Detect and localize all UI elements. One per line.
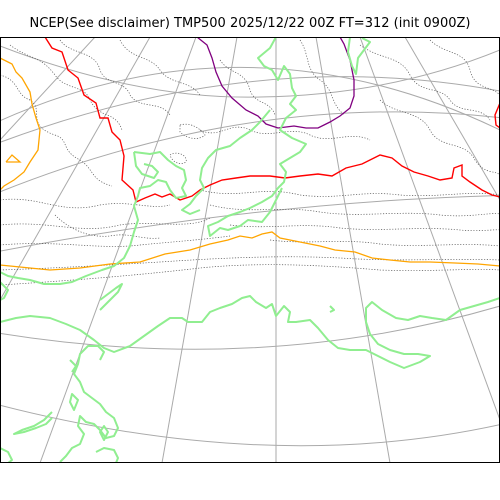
coastline [95, 447, 119, 463]
coastline [99, 425, 109, 441]
isotherm-contours [0, 39, 500, 286]
meridian-line [359, 37, 500, 421]
contour-line [0, 217, 211, 229]
coastline [0, 151, 187, 285]
coastline [69, 359, 77, 373]
contour-line [229, 224, 500, 232]
coastline [99, 283, 123, 311]
orange-contour [0, 231, 500, 271]
latitude-line [0, 404, 500, 447]
coastline [0, 281, 9, 301]
contour-line [0, 198, 171, 209]
latitude-line [0, 76, 500, 143]
coastline [133, 151, 159, 179]
contour-line [119, 39, 201, 96]
coastline [69, 393, 79, 411]
coastline [13, 411, 53, 435]
contour-line [0, 256, 500, 271]
contour-line [379, 99, 500, 176]
purple-contour [196, 37, 355, 129]
graticule-latitudes [0, 45, 500, 447]
map-panel [0, 37, 500, 463]
contour-line [199, 189, 500, 197]
coastline [181, 109, 271, 215]
coastlines [0, 37, 500, 463]
latitude-line [0, 111, 500, 193]
meridian-line [0, 37, 151, 301]
coastline [0, 295, 500, 369]
red-contour [494, 102, 500, 129]
red-contour [44, 37, 500, 203]
contour-line [54, 214, 161, 239]
graticule-meridians [0, 37, 500, 463]
meridian-line [404, 37, 500, 201]
latitude-line [0, 66, 500, 131]
contour-line [0, 74, 113, 187]
contour-line [209, 204, 500, 217]
meridian-line [315, 37, 391, 463]
orange-contour [5, 154, 22, 163]
map-title: NCEP(See disclaimer) TMP500 2025/12/22 0… [29, 16, 471, 31]
latitude-line [0, 305, 500, 350]
contour-line [179, 123, 206, 139]
orange-contour [0, 57, 41, 191]
contour-line [359, 44, 491, 121]
contour-line [199, 126, 371, 141]
contour-line [269, 239, 500, 247]
meridian-line [39, 37, 197, 463]
contour-line [169, 152, 187, 164]
coastline [59, 345, 119, 463]
contour-line [429, 39, 500, 96]
coastline [0, 447, 13, 463]
coastline [329, 305, 335, 313]
coastline [347, 37, 371, 75]
latitude-line [0, 194, 500, 252]
meridian-line [0, 37, 96, 141]
contour-line [0, 235, 231, 247]
meridian-line [161, 37, 238, 463]
contour-line [299, 39, 346, 116]
coastline [97, 345, 105, 361]
coastline [207, 37, 307, 237]
